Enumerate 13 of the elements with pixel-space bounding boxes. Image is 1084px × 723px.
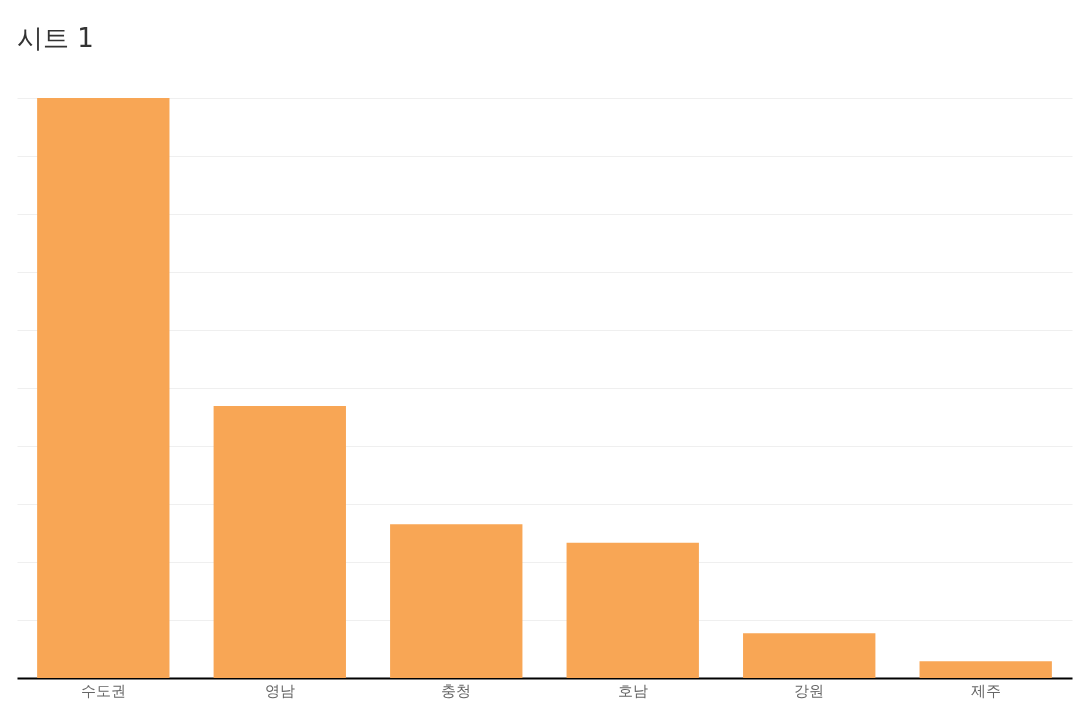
x-tick-label: 영남 [264,681,295,700]
x-tick-label: 호남 [617,681,648,700]
bar [919,661,1052,678]
bar [37,98,170,678]
bar [213,405,346,678]
x-tick-label: 강원 [794,681,825,700]
bar [743,633,876,678]
x-tick-label: 제주 [970,681,1001,700]
bar [566,542,699,678]
bar [390,524,523,678]
x-tick-label: 수도권 [80,681,126,700]
x-tick-label: 충청 [441,681,472,700]
chart-title: 시트 1 [17,23,94,53]
